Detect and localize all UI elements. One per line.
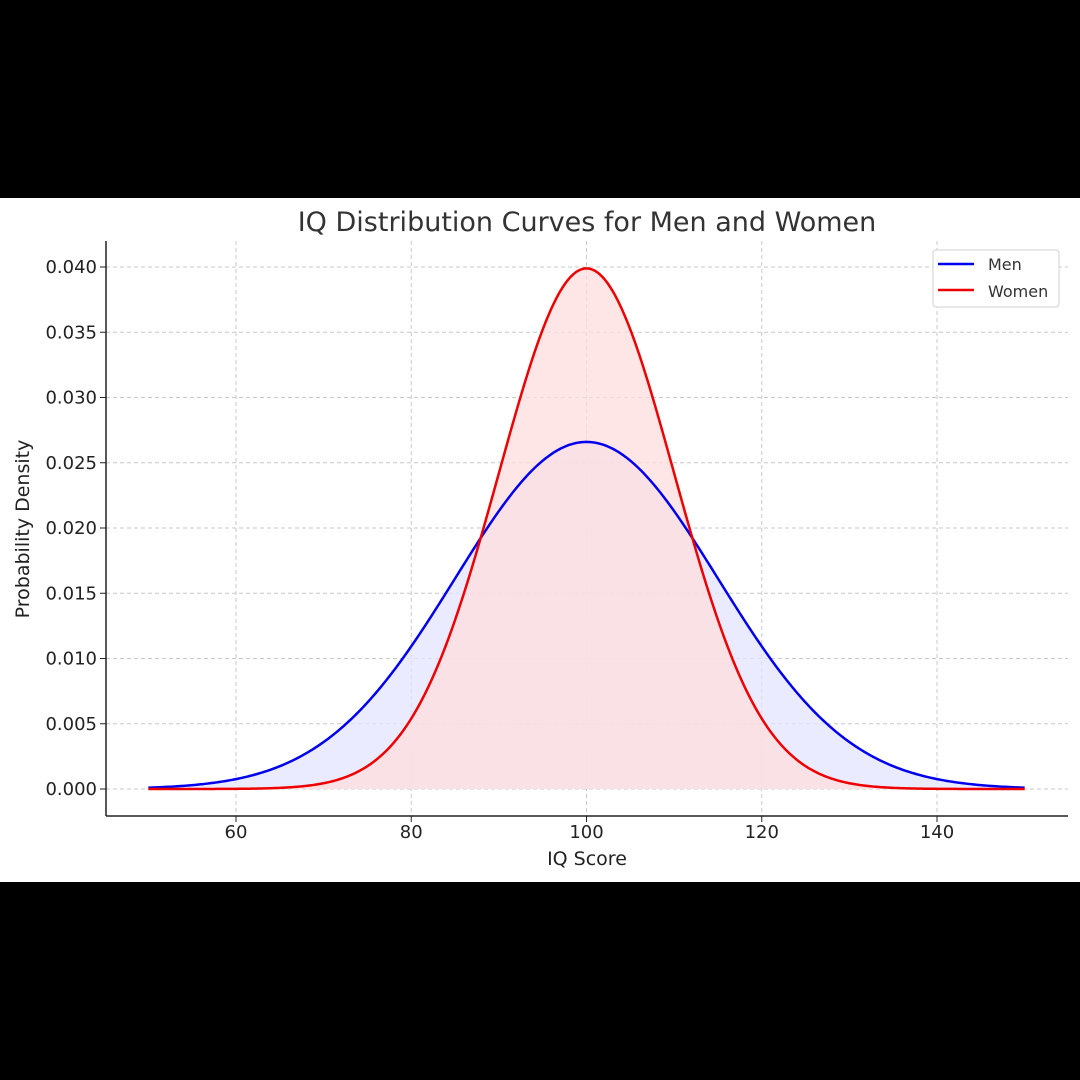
series-areas <box>148 268 1025 789</box>
line-men <box>148 440 1025 789</box>
x-axis-label: IQ Score <box>547 848 627 870</box>
y-tick-label: 0.000 <box>45 779 97 800</box>
legend-label-women: Women <box>988 282 1048 301</box>
x-tick-label: 80 <box>400 822 423 843</box>
x-tick-label: 120 <box>745 822 779 843</box>
series-lines <box>148 267 1025 791</box>
x-tick-label: 100 <box>569 822 603 843</box>
x-tick-label: 60 <box>225 822 248 843</box>
y-axis-label: Probability Density <box>12 440 34 619</box>
line-women <box>148 267 1025 791</box>
x-tick-label: 140 <box>920 822 954 843</box>
y-tick-label: 0.025 <box>45 453 97 474</box>
area-women <box>148 268 1025 789</box>
y-tick-label: 0.035 <box>45 322 97 343</box>
y-tick-label: 0.030 <box>45 388 97 409</box>
y-tick-label: 0.010 <box>45 649 97 670</box>
legend: Men Women <box>932 249 1060 308</box>
y-tick-label: 0.015 <box>45 583 97 604</box>
y-tick-label: 0.020 <box>45 518 97 539</box>
y-tick-label: 0.040 <box>45 257 97 278</box>
ticks: 60 80 100 120 140 0.000 0.005 0.010 0.015 0.020 0.… <box>45 257 954 843</box>
y-tick-label: 0.005 <box>45 714 97 735</box>
chart-title: IQ Distribution Curves for Men and Women <box>298 207 877 238</box>
legend-label-men: Men <box>988 255 1022 274</box>
